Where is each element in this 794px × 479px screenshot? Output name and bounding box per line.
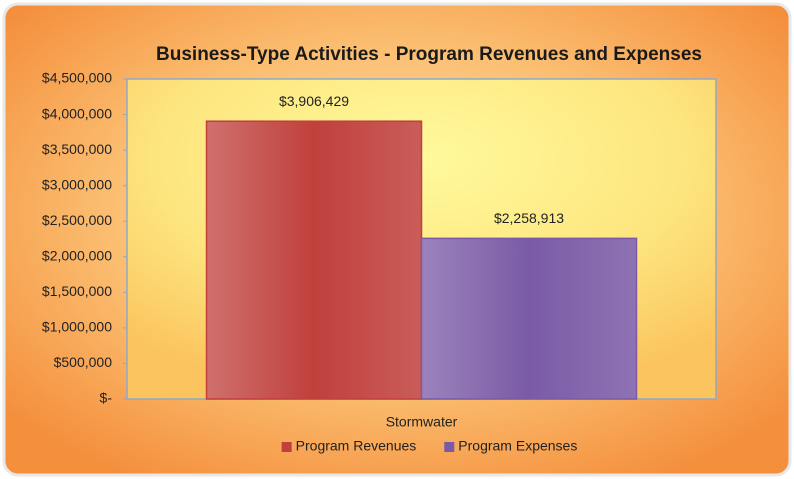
legend-swatch [281, 442, 292, 452]
legend-label: Program Revenues [296, 438, 417, 454]
data-label: $2,258,913 [494, 210, 564, 226]
legend-item: Program Expenses [444, 438, 577, 454]
y-tick-label: $4,000,000 [42, 105, 112, 121]
y-tick-label: $500,000 [54, 354, 113, 370]
data-label: $3,906,429 [279, 93, 349, 109]
legend-item: Program Revenues [281, 438, 417, 454]
legend-swatch [444, 442, 455, 452]
y-tick-label: $4,500,000 [42, 70, 112, 86]
x-tick-label: Stormwater [386, 414, 458, 430]
y-tick-label: $1,000,000 [42, 319, 112, 335]
y-tick-label: $3,000,000 [42, 176, 112, 192]
legend-label: Program Expenses [458, 438, 577, 454]
y-tick-label: $2,000,000 [42, 247, 112, 263]
y-tick-label: $3,500,000 [42, 141, 112, 157]
y-tick-label: $1,500,000 [42, 283, 112, 299]
chart-title: Business-Type Activities - Program Reven… [156, 44, 702, 65]
y-tick-label: $- [100, 390, 113, 406]
y-tick-label: $2,500,000 [42, 212, 112, 228]
bar [420, 237, 638, 400]
bar [205, 120, 423, 400]
